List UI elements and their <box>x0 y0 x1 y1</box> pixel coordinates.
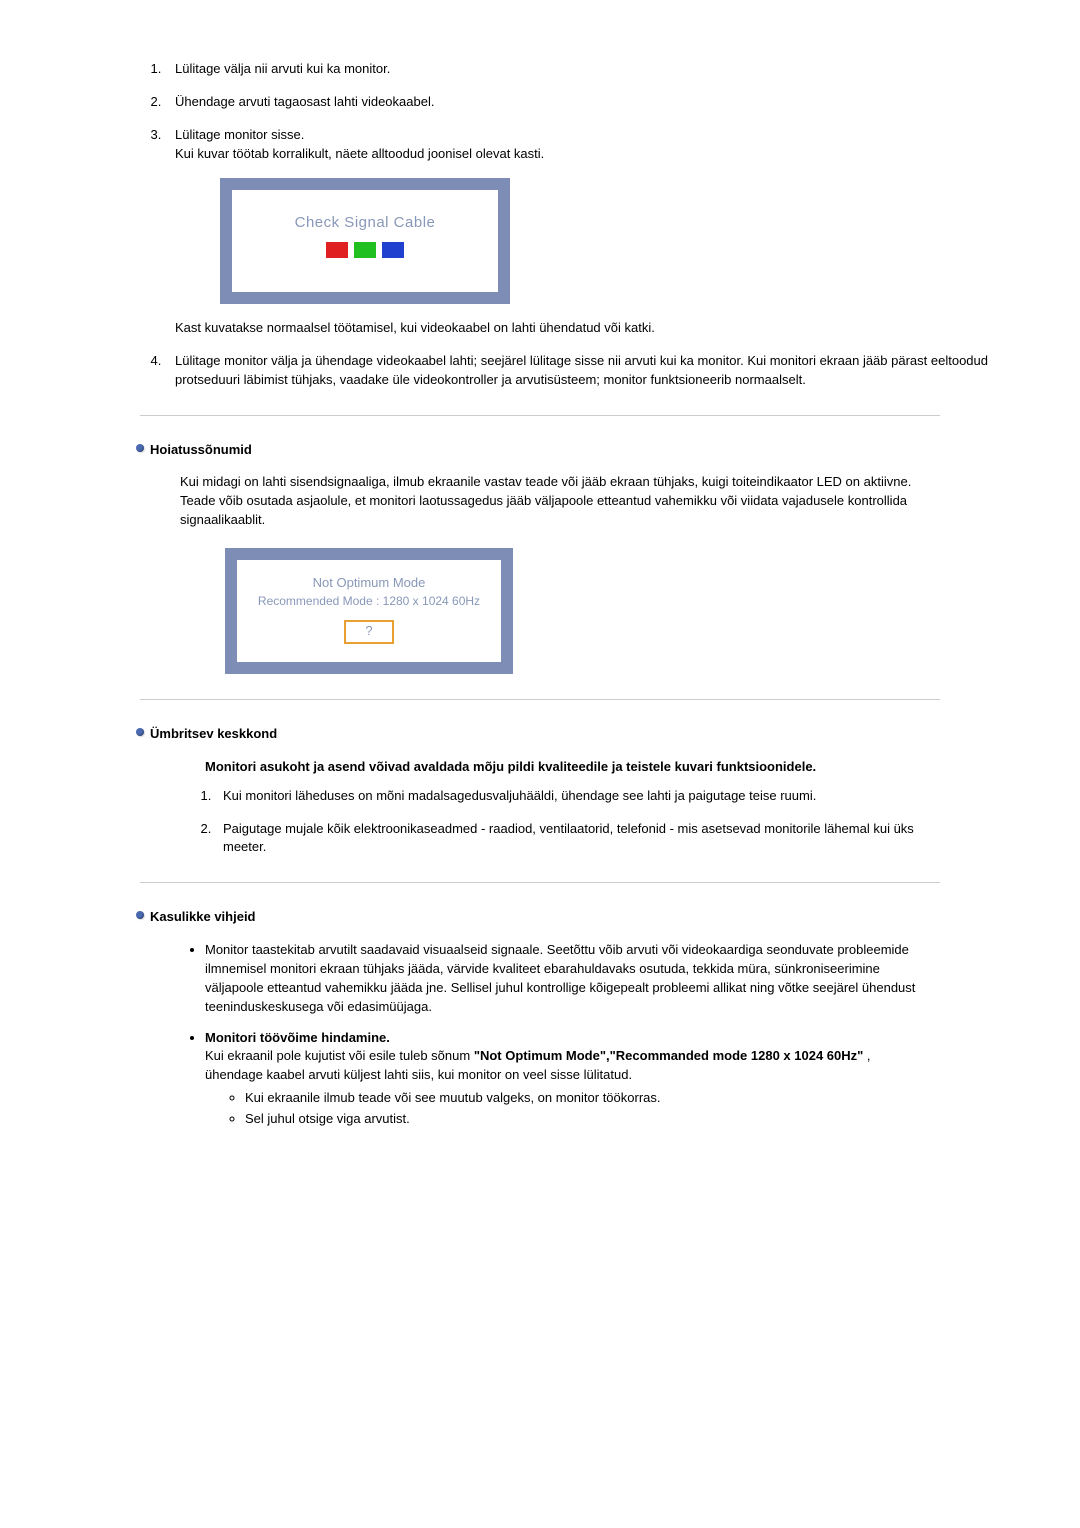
env-item-1: Kui monitori läheduses on mõni madalsage… <box>215 787 930 806</box>
heading-environment: Ümbritsev keskkond <box>150 725 990 744</box>
tip-2-sub-1: Kui ekraanile ilmub teade või see muutub… <box>245 1089 930 1108</box>
monitor-dialog-not-optimum: Not Optimum Mode Recommended Mode : 1280… <box>225 548 513 674</box>
step-1: Lülitage välja nii arvuti kui ka monitor… <box>165 60 990 79</box>
monitor-dialog-check-signal: Check Signal Cable <box>220 178 510 304</box>
step-3-line2: Kui kuvar töötab korralikult, näete allt… <box>175 146 544 161</box>
step-3: Lülitage monitor sisse. Kui kuvar töötab… <box>165 126 990 338</box>
check-signal-text: Check Signal Cable <box>240 212 490 234</box>
color-box-blue <box>382 242 404 258</box>
not-optimum-line2: Recommended Mode : 1280 x 1024 60Hz <box>243 593 495 610</box>
heading-warnings: Hoiatussõnumid <box>150 441 990 460</box>
tip-2-sublist: Kui ekraanile ilmub teade või see muutub… <box>225 1089 930 1129</box>
tip-2-sub-2: Sel juhul otsige viga arvutist. <box>245 1110 930 1129</box>
color-box-red <box>326 242 348 258</box>
color-box-green <box>354 242 376 258</box>
rgb-indicator <box>325 242 404 264</box>
step-3-line1: Lülitage monitor sisse. <box>175 127 304 142</box>
environment-list: Kui monitori läheduses on mõni madalsage… <box>190 787 930 858</box>
tip-2-pre: Kui ekraanil pole kujutist või esile tul… <box>205 1048 474 1063</box>
step-4: Lülitage monitor välja ja ühendage video… <box>165 352 990 390</box>
not-optimum-line1: Not Optimum Mode <box>243 574 495 593</box>
tip-1: Monitor taastekitab arvutilt saadavaid v… <box>205 941 930 1016</box>
document-page: Lülitage välja nii arvuti kui ka monitor… <box>50 0 1030 1181</box>
separator <box>140 415 940 416</box>
step-2: Ühendage arvuti tagaosast lahti videokaa… <box>165 93 990 112</box>
env-item-2: Paigutage mujale kõik elektroonikaseadme… <box>215 820 930 858</box>
question-button: ? <box>344 620 394 644</box>
tip-2-heading: Monitori töövõime hindamine. <box>205 1030 390 1045</box>
separator <box>140 882 940 883</box>
heading-tips: Kasulikke vihjeid <box>150 908 990 927</box>
warnings-body: Kui midagi on lahti sisendsignaaliga, il… <box>180 473 930 530</box>
tip-2-bold: "Not Optimum Mode","Recommanded mode 128… <box>474 1048 863 1063</box>
separator <box>140 699 940 700</box>
numbered-steps: Lülitage välja nii arvuti kui ka monitor… <box>90 60 990 390</box>
monitor-dialog-wrapper: Not Optimum Mode Recommended Mode : 1280… <box>180 548 930 674</box>
step-3-note: Kast kuvatakse normaalsel töötamisel, ku… <box>175 319 990 338</box>
environment-intro: Monitori asukoht ja asend võivad avaldad… <box>205 758 930 777</box>
tips-list: Monitor taastekitab arvutilt saadavaid v… <box>180 941 930 1129</box>
tip-2: Monitori töövõime hindamine. Kui ekraani… <box>205 1029 930 1129</box>
